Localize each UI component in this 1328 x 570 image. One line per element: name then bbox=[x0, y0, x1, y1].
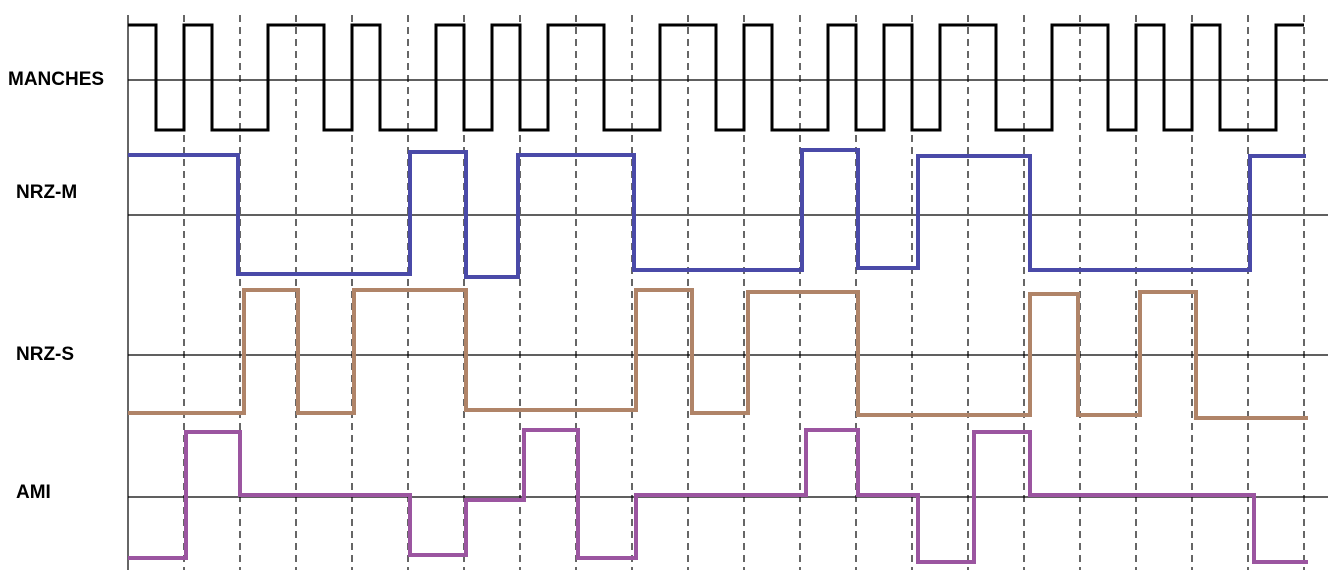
nrz-m-wave bbox=[128, 148, 1306, 279]
manchester-wave bbox=[128, 23, 1304, 132]
signal-label: AMI bbox=[16, 482, 51, 503]
signal-label: NRZ-S bbox=[16, 344, 74, 365]
signal-label: NRZ-M bbox=[16, 182, 77, 203]
signal-label: MANCHES bbox=[8, 69, 104, 90]
nrz-s-wave bbox=[128, 288, 1308, 420]
ami-wave bbox=[128, 428, 1308, 564]
